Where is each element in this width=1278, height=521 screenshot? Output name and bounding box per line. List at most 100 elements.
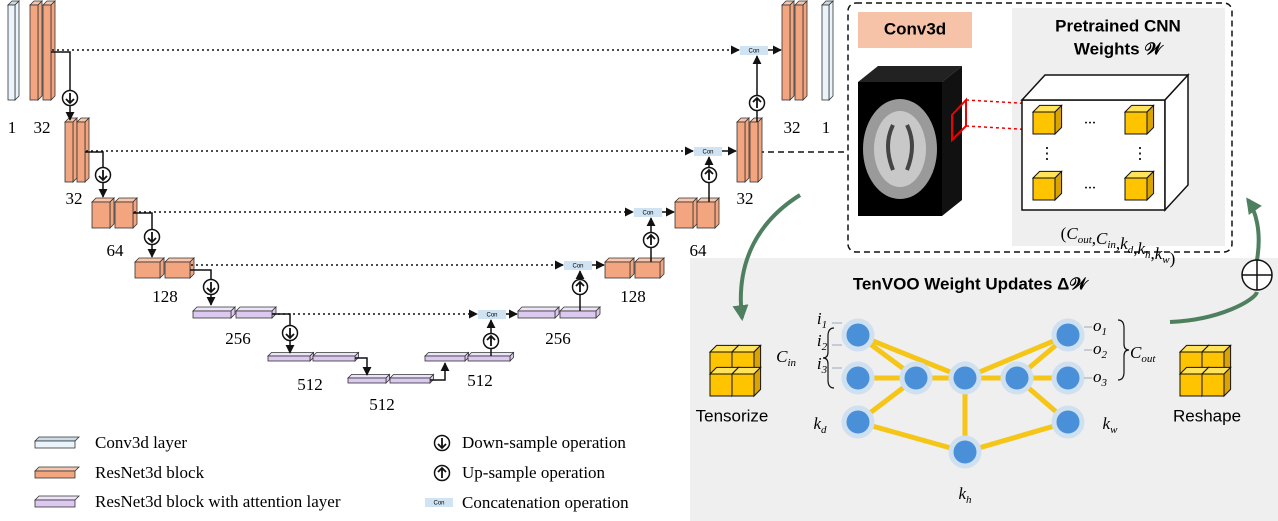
block-side	[109, 197, 115, 229]
block-side	[692, 197, 698, 229]
channel-label: 64	[690, 241, 708, 260]
legend-label: ResNet3d block with attention layer	[95, 492, 341, 511]
tensor-node	[1051, 405, 1085, 439]
symbol: o	[1093, 316, 1102, 335]
subscript: 3	[1101, 377, 1108, 389]
block-side	[802, 0, 808, 101]
concat-label: Con	[486, 313, 497, 319]
symbol: C	[776, 347, 788, 366]
block	[794, 4, 804, 101]
op-arrow	[575, 280, 585, 292]
brace	[1117, 319, 1130, 381]
legend-label: Up-sample operation	[462, 463, 606, 482]
concat-box	[564, 261, 592, 270]
shape	[858, 66, 962, 82]
op-arrow	[65, 93, 75, 105]
shape	[1242, 260, 1272, 290]
flow-arrow	[51, 51, 71, 90]
subscript: 1	[822, 319, 828, 331]
channel-label: 64	[107, 241, 125, 260]
block-side	[72, 117, 78, 183]
subscript: 3	[821, 364, 828, 376]
concat-box	[694, 147, 722, 156]
edge	[964, 332, 1069, 381]
block-side	[659, 257, 665, 279]
op-arrow	[486, 334, 496, 346]
subscript: out	[1141, 353, 1156, 365]
subscript: w	[1110, 424, 1118, 436]
conv3d-label-box	[858, 12, 972, 48]
block	[517, 310, 556, 319]
op-arrow	[437, 466, 447, 478]
block	[674, 201, 694, 229]
weights-title: Weights 𝒲	[1074, 39, 1165, 58]
flow-arrow	[355, 357, 372, 376]
brace	[822, 327, 835, 389]
tensor-node	[841, 405, 875, 439]
tensor-node	[1051, 318, 1085, 352]
channel-label: 256	[225, 329, 251, 348]
channel-label: 128	[152, 287, 178, 306]
channel-label: 256	[545, 329, 571, 348]
block	[389, 377, 431, 384]
weights-title: Pretrained CNN	[1055, 16, 1181, 35]
op-arrow	[752, 96, 762, 108]
block-side	[37, 0, 43, 101]
weight-shape: (Cout,Cin,kd,kh,kw)	[1061, 224, 1176, 268]
cube	[709, 373, 733, 397]
separator: ,	[1116, 234, 1120, 253]
separator: ,	[1151, 244, 1155, 263]
block	[821, 4, 830, 101]
concat-label: Con	[702, 150, 713, 156]
legend-icon	[34, 495, 80, 501]
tensor-node	[841, 318, 875, 352]
node-label: kw	[1103, 414, 1119, 436]
block	[604, 261, 631, 279]
block-top	[347, 374, 391, 379]
block-side	[789, 0, 795, 101]
channel-label: 1	[8, 118, 17, 137]
subscript: w	[1162, 254, 1170, 266]
tensor-node	[1051, 361, 1085, 395]
legend-label: Concatenation operation	[462, 493, 629, 512]
symbol: k	[1120, 234, 1128, 253]
op-arrow	[98, 170, 108, 182]
node-label: o3	[1093, 367, 1108, 389]
tensor-node	[1000, 361, 1034, 395]
subscript: in	[787, 357, 796, 369]
subscript: d	[1128, 244, 1134, 256]
block-side	[159, 257, 165, 279]
flow-arrow	[430, 362, 450, 381]
symbol: k	[1137, 239, 1145, 258]
block	[749, 121, 759, 183]
subscript: h	[966, 494, 972, 506]
channel-label: 32	[784, 118, 801, 137]
symbol: C	[1066, 224, 1078, 243]
block	[91, 201, 111, 229]
block-top	[267, 352, 315, 357]
legend: Conv3d layer ResNet3d block ResNet3d block…	[34, 433, 629, 512]
channel-label: 32	[737, 189, 754, 208]
block	[781, 4, 791, 101]
legend-icon	[34, 499, 76, 508]
paren: )	[1170, 249, 1176, 268]
block-top	[134, 257, 165, 263]
cube	[1032, 111, 1056, 135]
ellipsis: ⋮	[1039, 146, 1055, 163]
block	[736, 121, 746, 183]
concat-box	[425, 498, 453, 507]
concat-label: Con	[433, 501, 444, 507]
symbol: C	[1096, 229, 1108, 248]
block	[29, 4, 39, 101]
concat-label: Con	[748, 49, 759, 55]
concat-box	[634, 208, 662, 217]
block-top	[517, 306, 560, 312]
node-label: o1	[1093, 316, 1107, 338]
symbol: k	[1103, 414, 1111, 433]
paren: (	[1061, 224, 1067, 243]
cube	[731, 373, 755, 397]
subscript: d	[821, 424, 827, 436]
arrow	[1246, 197, 1262, 261]
cube	[1179, 373, 1203, 397]
